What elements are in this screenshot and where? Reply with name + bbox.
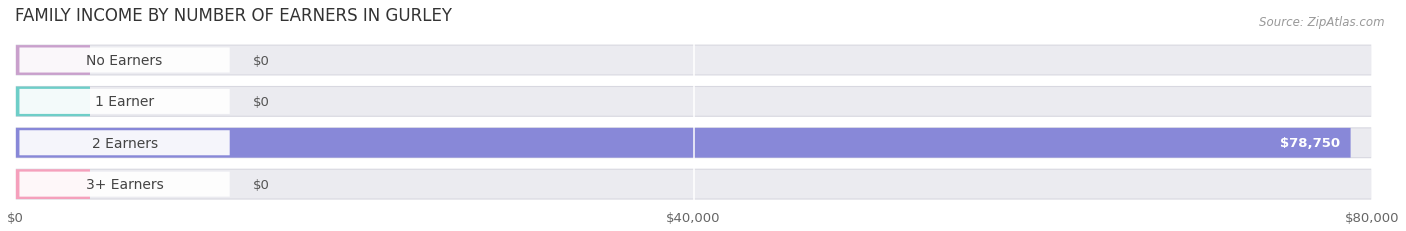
FancyBboxPatch shape: [15, 87, 90, 117]
Text: $78,750: $78,750: [1279, 137, 1340, 150]
Text: $0: $0: [253, 54, 270, 67]
FancyBboxPatch shape: [15, 170, 90, 199]
Text: 1 Earner: 1 Earner: [96, 95, 155, 109]
FancyBboxPatch shape: [15, 128, 1372, 158]
FancyBboxPatch shape: [15, 128, 1351, 158]
FancyBboxPatch shape: [15, 170, 1372, 199]
FancyBboxPatch shape: [15, 87, 1372, 117]
Text: 3+ Earners: 3+ Earners: [86, 177, 163, 191]
Text: 2 Earners: 2 Earners: [91, 136, 157, 150]
FancyBboxPatch shape: [15, 46, 90, 76]
Text: FAMILY INCOME BY NUMBER OF EARNERS IN GURLEY: FAMILY INCOME BY NUMBER OF EARNERS IN GU…: [15, 7, 453, 25]
Text: $0: $0: [253, 95, 270, 108]
Text: No Earners: No Earners: [86, 54, 163, 68]
FancyBboxPatch shape: [20, 89, 229, 114]
FancyBboxPatch shape: [20, 172, 229, 197]
FancyBboxPatch shape: [20, 48, 229, 73]
FancyBboxPatch shape: [15, 46, 1372, 76]
Text: Source: ZipAtlas.com: Source: ZipAtlas.com: [1260, 16, 1385, 29]
FancyBboxPatch shape: [20, 131, 229, 156]
Text: $0: $0: [253, 178, 270, 191]
